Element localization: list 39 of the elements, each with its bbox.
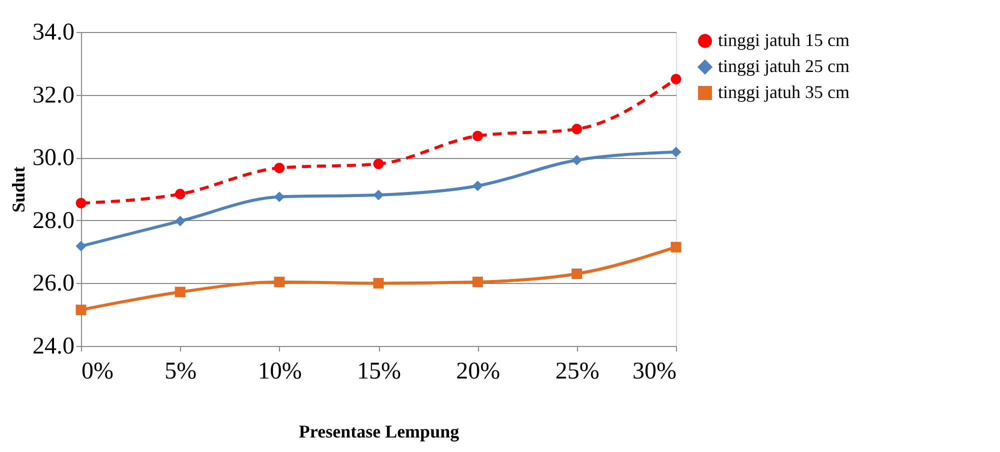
point (670, 74, 682, 84)
point (76, 198, 86, 208)
legend-label: tinggi jatuh 25 cm (718, 56, 850, 76)
point (174, 188, 186, 200)
x-tick-label: 10% (258, 358, 302, 384)
x-tick-label: 5% (164, 358, 197, 384)
y-axis-title: Sudut (8, 166, 28, 213)
point (472, 130, 483, 142)
point (174, 286, 186, 298)
point (373, 190, 384, 200)
point (472, 276, 483, 288)
x-tick-label: 25% (555, 358, 600, 384)
y-tick-label: 32.0 (32, 82, 74, 108)
y-tick-label: 28.0 (32, 208, 74, 234)
x-tick-label: 30% (632, 358, 676, 384)
point (174, 216, 186, 226)
y-tick-label: 26.0 (32, 270, 74, 297)
point (274, 276, 285, 288)
x-tick-label: 0% (82, 358, 114, 384)
y-tick-label: 24.0 (32, 334, 74, 360)
y-tick-label: 34.0 (32, 20, 74, 46)
point (572, 124, 582, 134)
x-axis-title: Presentase Lempung (298, 422, 460, 442)
point (373, 158, 384, 170)
point (572, 268, 582, 280)
point (572, 154, 582, 166)
point (274, 192, 285, 202)
point (274, 162, 285, 174)
point (76, 240, 86, 252)
point (373, 278, 384, 288)
x-tick-label: 20% (456, 358, 500, 384)
point (76, 304, 86, 316)
x-tick-label: 15% (357, 358, 401, 384)
point (472, 180, 483, 192)
point (670, 146, 682, 158)
y-tick-label: 30.0 (32, 145, 74, 172)
point (670, 242, 682, 252)
legend-label: tinggi jatuh 35 cm (718, 82, 850, 102)
legend-label: tinggi jatuh 15 cm (718, 30, 850, 50)
